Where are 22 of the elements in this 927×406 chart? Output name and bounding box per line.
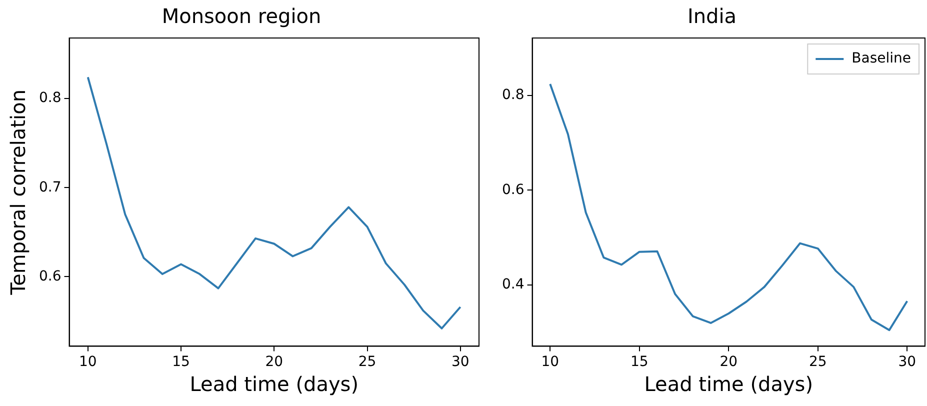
x-tick-label: 10	[78, 354, 97, 370]
chart-title: Monsoon region	[162, 4, 322, 28]
x-tick-label: 30	[451, 354, 470, 370]
x-axis-title: Lead time (days)	[644, 372, 814, 396]
x-tick-label: 15	[172, 354, 190, 370]
x-tick-label: 25	[808, 354, 827, 370]
y-tick-label: 0.7	[39, 179, 62, 196]
x-tick-label: 15	[630, 354, 648, 370]
x-tick-label: 10	[541, 354, 560, 370]
y-tick-label: 0.4	[502, 276, 524, 293]
x-tick-label: 20	[265, 354, 284, 370]
x-axis-title: Lead time (days)	[190, 372, 359, 396]
x-tick-label: 30	[898, 354, 916, 370]
chart-title: India	[687, 4, 737, 28]
y-tick-label: 0.6	[502, 182, 524, 198]
y-tick-label: 0.8	[502, 87, 524, 104]
y-tick-label: 0.8	[39, 90, 62, 106]
y-axis-title: Temporal correlation	[6, 89, 30, 296]
y-tick-label: 0.6	[39, 268, 62, 284]
legend-label: Baseline	[852, 50, 912, 67]
x-tick-label: 20	[720, 354, 738, 370]
x-tick-label: 25	[358, 354, 376, 370]
